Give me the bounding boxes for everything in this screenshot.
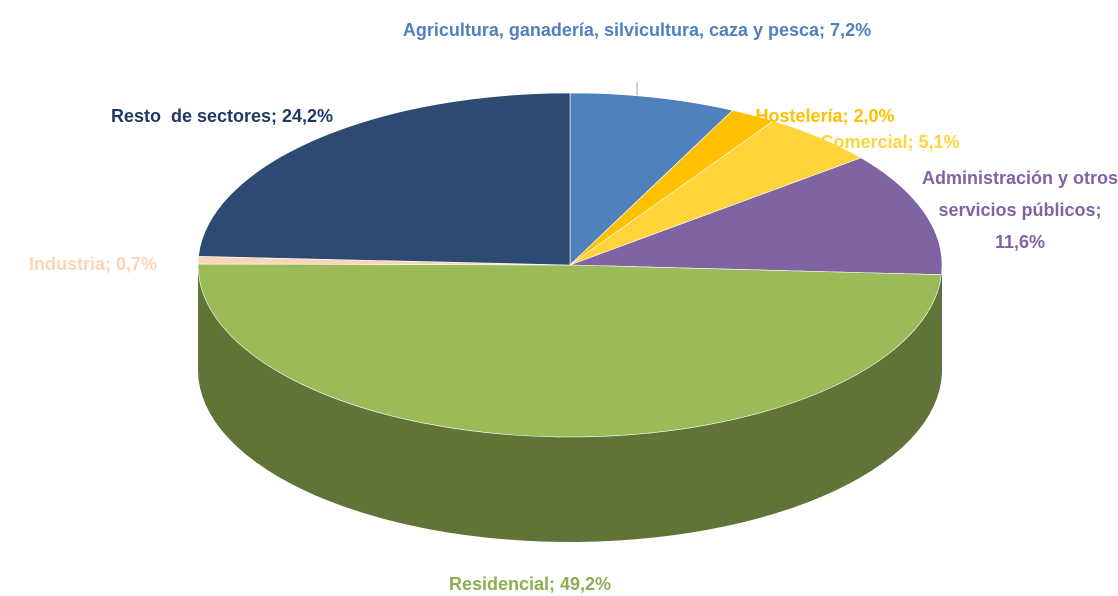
data-label: Comercial; 5,1% [820,132,959,152]
label-line: Administración y otros [922,168,1118,188]
data-label: Hostelería; 2,0% [755,106,894,126]
label-line: Comercial; 5,1% [820,132,959,152]
label-line: Residencial; 49,2% [449,574,611,594]
data-label: Administración y otros servicios públicos… [922,168,1118,252]
data-label: Agricultura, ganadería, silvicultura, ca… [403,20,871,40]
label-line: Agricultura, ganadería, silvicultura, ca… [403,20,871,40]
label-line: Resto de sectores; 24,2% [111,106,333,126]
label-line: 11,6% [995,232,1045,252]
data-label: Resto de sectores; 24,2% [111,106,333,126]
slice [569,92,734,266]
label-line: Industria; 0,7% [29,254,157,274]
slice-side [198,265,942,542]
slice [198,92,571,266]
data-label: Industria; 0,7% [29,254,157,274]
label-line: Hostelería; 2,0% [755,106,894,126]
data-label: Residencial; 49,2% [449,574,611,594]
label-line: servicios públicos; [938,200,1101,220]
slice-side [941,265,942,380]
slice [569,157,943,276]
slice [197,263,942,438]
